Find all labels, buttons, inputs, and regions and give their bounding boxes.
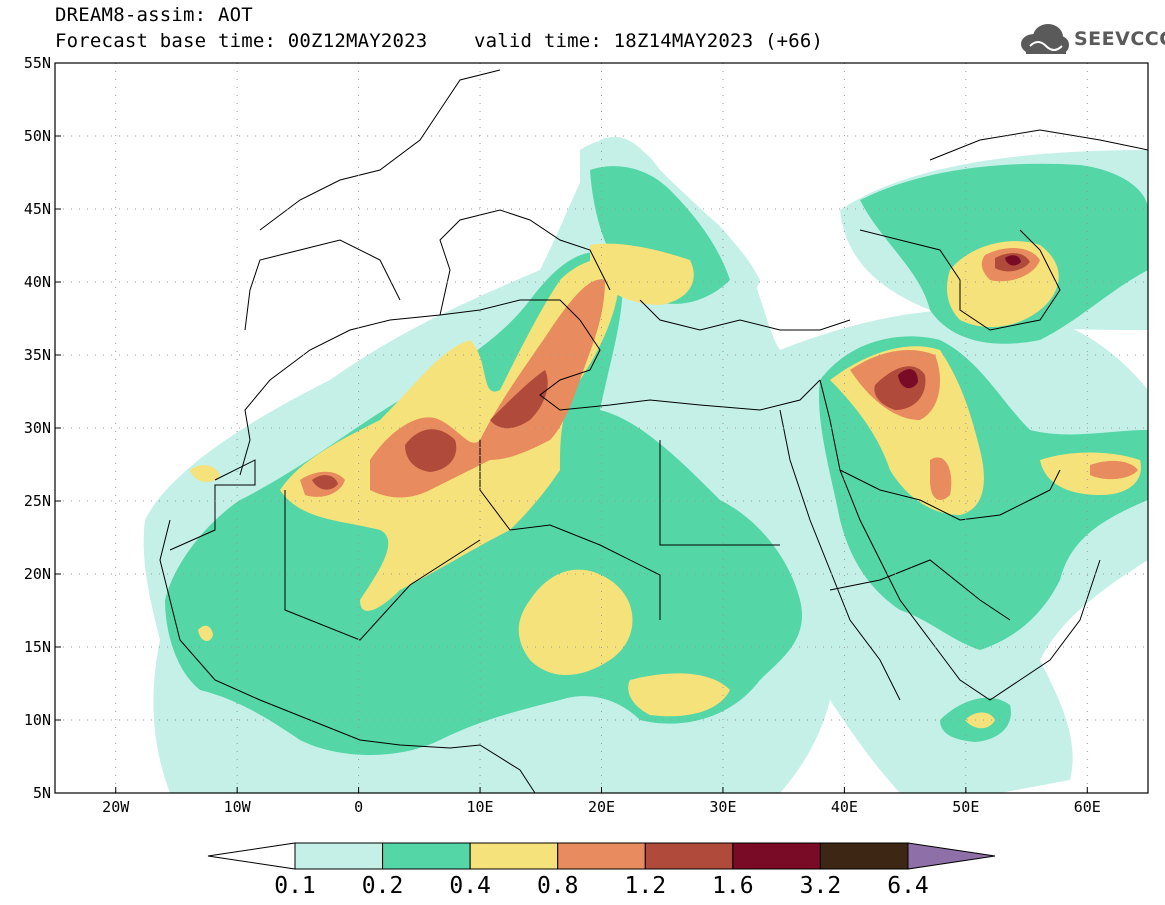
contour-c3-mauritania — [190, 465, 220, 482]
lon-tick-label: 30E — [709, 798, 736, 816]
logo-text: SEEVCCC — [1074, 28, 1165, 50]
contour-c5-morocco — [312, 475, 338, 490]
contour-c4-kuwait — [930, 457, 952, 500]
coastlines-borders — [159, 69, 1148, 793]
graticule — [55, 63, 1148, 793]
colorbar-box — [819, 842, 909, 870]
seevccc-logo: SEEVCCC — [1018, 22, 1165, 56]
lat-tick-label: 15N — [24, 638, 51, 656]
lat-tick-label: 25N — [24, 492, 51, 510]
lat-tick-label: 40N — [24, 273, 51, 291]
contour-c3-socotra — [965, 712, 995, 729]
lat-tick-label: 20N — [24, 565, 51, 583]
lon-tick-label: 50E — [952, 798, 979, 816]
colorbar-level-label: 0.4 — [449, 873, 491, 899]
colorbar: 0.1 0.2 0.4 0.8 1.2 1.6 3.2 6.4 — [207, 842, 996, 899]
colorbar-level-label: 1.2 — [625, 873, 667, 899]
colorbar-level-label: 0.1 — [274, 873, 316, 899]
contour-c3-chad — [518, 569, 633, 675]
colorbar-level-label: 0.2 — [362, 873, 404, 899]
lon-tick-label: 60E — [1074, 798, 1101, 816]
colorbar-box — [644, 842, 734, 870]
axis-ticks: 20W 10W 0 10E 20E 30E 40E 50E 60E 5N 10N 15N 20N 25N 3… — [24, 54, 1101, 816]
contour-c3-greece — [590, 243, 694, 305]
lon-tick-label: 40E — [831, 798, 858, 816]
forecast-time-line: Forecast base time: 00Z12MAY2023 valid t… — [55, 30, 824, 52]
lat-tick-label: 35N — [24, 346, 51, 364]
contour-c3-senegal — [198, 625, 213, 642]
colorbar-level-label: 3.2 — [800, 873, 842, 899]
lat-tick-label: 5N — [33, 784, 51, 802]
colorbar-level-label: 1.6 — [712, 873, 754, 899]
colorbar-low-arrow — [207, 842, 296, 870]
lat-tick-label: 55N — [24, 54, 51, 72]
contour-c3-sudan — [628, 673, 730, 717]
colorbar-level-label: 0.8 — [537, 873, 579, 899]
colorbar-box — [732, 842, 821, 870]
lat-tick-label: 10N — [24, 711, 51, 729]
lon-tick-label: 10E — [467, 798, 494, 816]
colorbar-high-arrow — [907, 842, 996, 870]
colorbar-box — [469, 842, 559, 870]
lat-tick-label: 30N — [24, 419, 51, 437]
map-title: DREAM8-assim: AOT — [55, 4, 253, 26]
plot-area — [55, 63, 1148, 793]
lon-tick-label: 20E — [588, 798, 615, 816]
colorbar-box — [294, 842, 384, 870]
lon-tick-label: 0 — [354, 798, 363, 816]
contour-c6-caspian — [1005, 255, 1021, 266]
lat-tick-label: 45N — [24, 200, 51, 218]
contour-c5-algeria — [405, 429, 457, 472]
contour-c5-libya — [490, 370, 548, 429]
colorbar-level-label: 6.4 — [887, 873, 929, 899]
colorbar-box — [382, 842, 471, 870]
colorbar-box — [557, 842, 646, 870]
contour-c4-gulf — [1090, 460, 1138, 480]
lon-tick-label: 20W — [102, 798, 130, 816]
contour-c6-iraq — [898, 369, 918, 389]
lon-tick-label: 10W — [224, 798, 252, 816]
lat-tick-label: 50N — [24, 127, 51, 145]
cloud-icon — [1021, 24, 1069, 54]
